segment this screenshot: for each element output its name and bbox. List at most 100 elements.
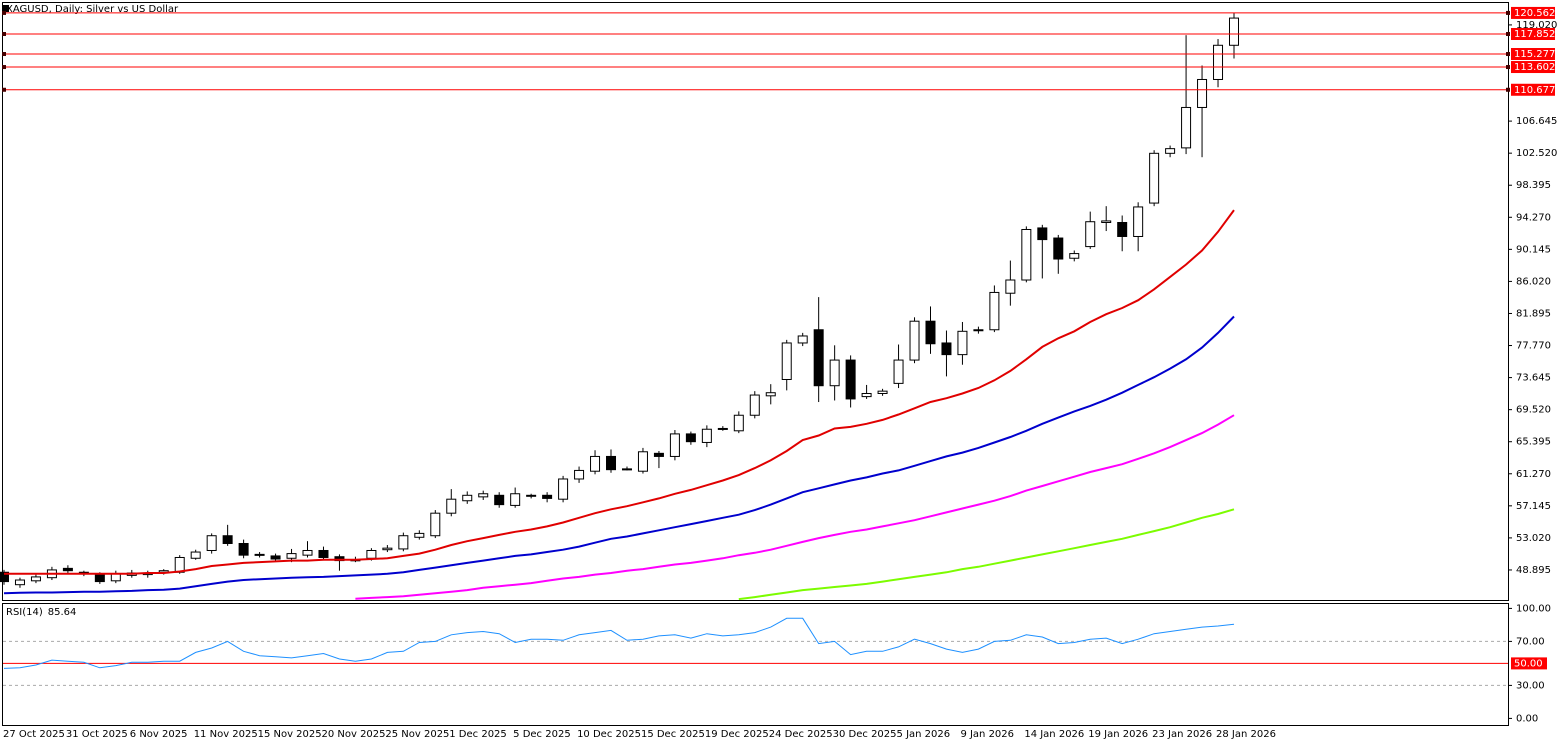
y-tick-label: 70.00 [1516,636,1545,647]
candle-body [637,451,648,472]
y-tick-label: 100.00 [1516,603,1551,614]
y-tick-label: 0.00 [1516,713,1538,724]
candle-body [398,535,409,550]
candle-body [190,551,201,559]
candle-body [1069,253,1080,259]
x-tick-label: 19 Dec 2025 [705,729,769,740]
candle-body [382,547,393,551]
x-tick-label: 30 Dec 2025 [833,729,897,740]
candle-body [1228,17,1239,46]
candle-body [1165,148,1176,154]
chart-title: XAGUSD, Daily: Silver vs US Dollar [6,4,179,15]
level-marker [1506,31,1510,36]
candle-body [829,359,840,387]
x-tick-label: 5 Jan 2026 [897,729,951,740]
x-tick-label: 15 Dec 2025 [641,729,705,740]
level-marker [2,31,6,36]
candle-body [781,342,792,380]
candle-body [318,549,329,558]
candle-body [861,392,872,398]
candle-body [973,329,984,332]
candle-body [1021,228,1032,281]
level-marker [2,10,6,15]
y-tick-label: 94.270 [1516,212,1551,223]
candle-body [909,320,920,361]
candle-body [1133,206,1144,237]
candle-body [222,535,233,544]
rsi-level-label: 50.00 [1514,658,1543,669]
y-tick-label: 81.895 [1516,308,1551,319]
y-tick-label: 57.145 [1516,501,1551,512]
candle-body [749,394,760,416]
candle-body [254,553,265,556]
candle-body [1037,227,1048,241]
candle-body [94,574,105,583]
y-tick-label: 98.395 [1516,180,1551,191]
x-tick-label: 24 Dec 2025 [769,729,833,740]
x-tick-label: 31 Oct 2025 [66,729,128,740]
x-tick-label: 6 Nov 2025 [130,729,188,740]
y-tick-label: 53.020 [1516,533,1551,544]
candle-body [701,428,712,443]
candle-body [957,330,968,356]
x-tick-label: 25 Nov 2025 [385,729,449,740]
level-marker [1506,52,1510,57]
candle-body [621,468,632,471]
symbol-icon [3,5,9,12]
price-level-label-bg [1511,6,1555,19]
moving-average-line [3,315,1235,595]
candle-body [0,571,9,583]
candle-body [494,494,505,506]
candle-body [1117,221,1128,237]
candle-body [446,498,457,514]
candle-body [14,579,25,586]
y-tick-label: 65.395 [1516,437,1551,448]
x-tick-label: 9 Jan 2026 [960,729,1014,740]
candle-body [1085,221,1096,248]
candle-body [414,532,425,538]
candle-body [206,535,217,551]
price-level-label-bg [1511,27,1555,40]
price-level-label-bg [1511,48,1555,61]
candle-body [574,469,585,480]
candle-body [430,512,441,537]
candle-body [1101,220,1112,223]
x-tick-label: 15 Nov 2025 [258,729,322,740]
candle-body [286,553,297,559]
moving-average-line [738,508,1235,600]
moving-average-line [355,414,1235,600]
level-marker [1506,65,1510,70]
price-level-label: 115.277 [1514,49,1555,60]
candle-body [669,433,680,457]
price-level-label: 110.677 [1514,85,1555,96]
y-tick-label: 69.520 [1516,405,1551,416]
candle-body [1213,44,1224,80]
candle-body [717,427,728,430]
candle-body [302,549,313,556]
candle-body [765,392,776,397]
rsi-panel-frame [2,603,1509,726]
x-tick-label: 20 Nov 2025 [321,729,385,740]
price-level-label: 117.852 [1514,29,1555,40]
candle-body [685,433,696,443]
candle-body [989,291,1000,331]
candle-body [462,494,473,502]
rsi-level-label-bg [1511,657,1547,670]
moving-average-line [4,209,1235,575]
price-level-label-bg [1511,83,1555,96]
y-tick-label: 73.645 [1516,373,1551,384]
x-tick-label: 23 Jan 2026 [1152,729,1212,740]
y-tick-label: 90.145 [1516,244,1551,255]
level-marker [2,52,6,57]
candle-body [510,493,521,506]
y-tick-label: 86.020 [1516,276,1551,287]
candle-body [733,414,744,432]
price-panel-frame [2,2,1509,601]
candle-body [558,478,569,500]
rsi-title: RSI(14) [6,607,43,618]
candle-body [1197,78,1208,108]
candle-body [893,359,904,384]
candle-body [542,494,553,499]
